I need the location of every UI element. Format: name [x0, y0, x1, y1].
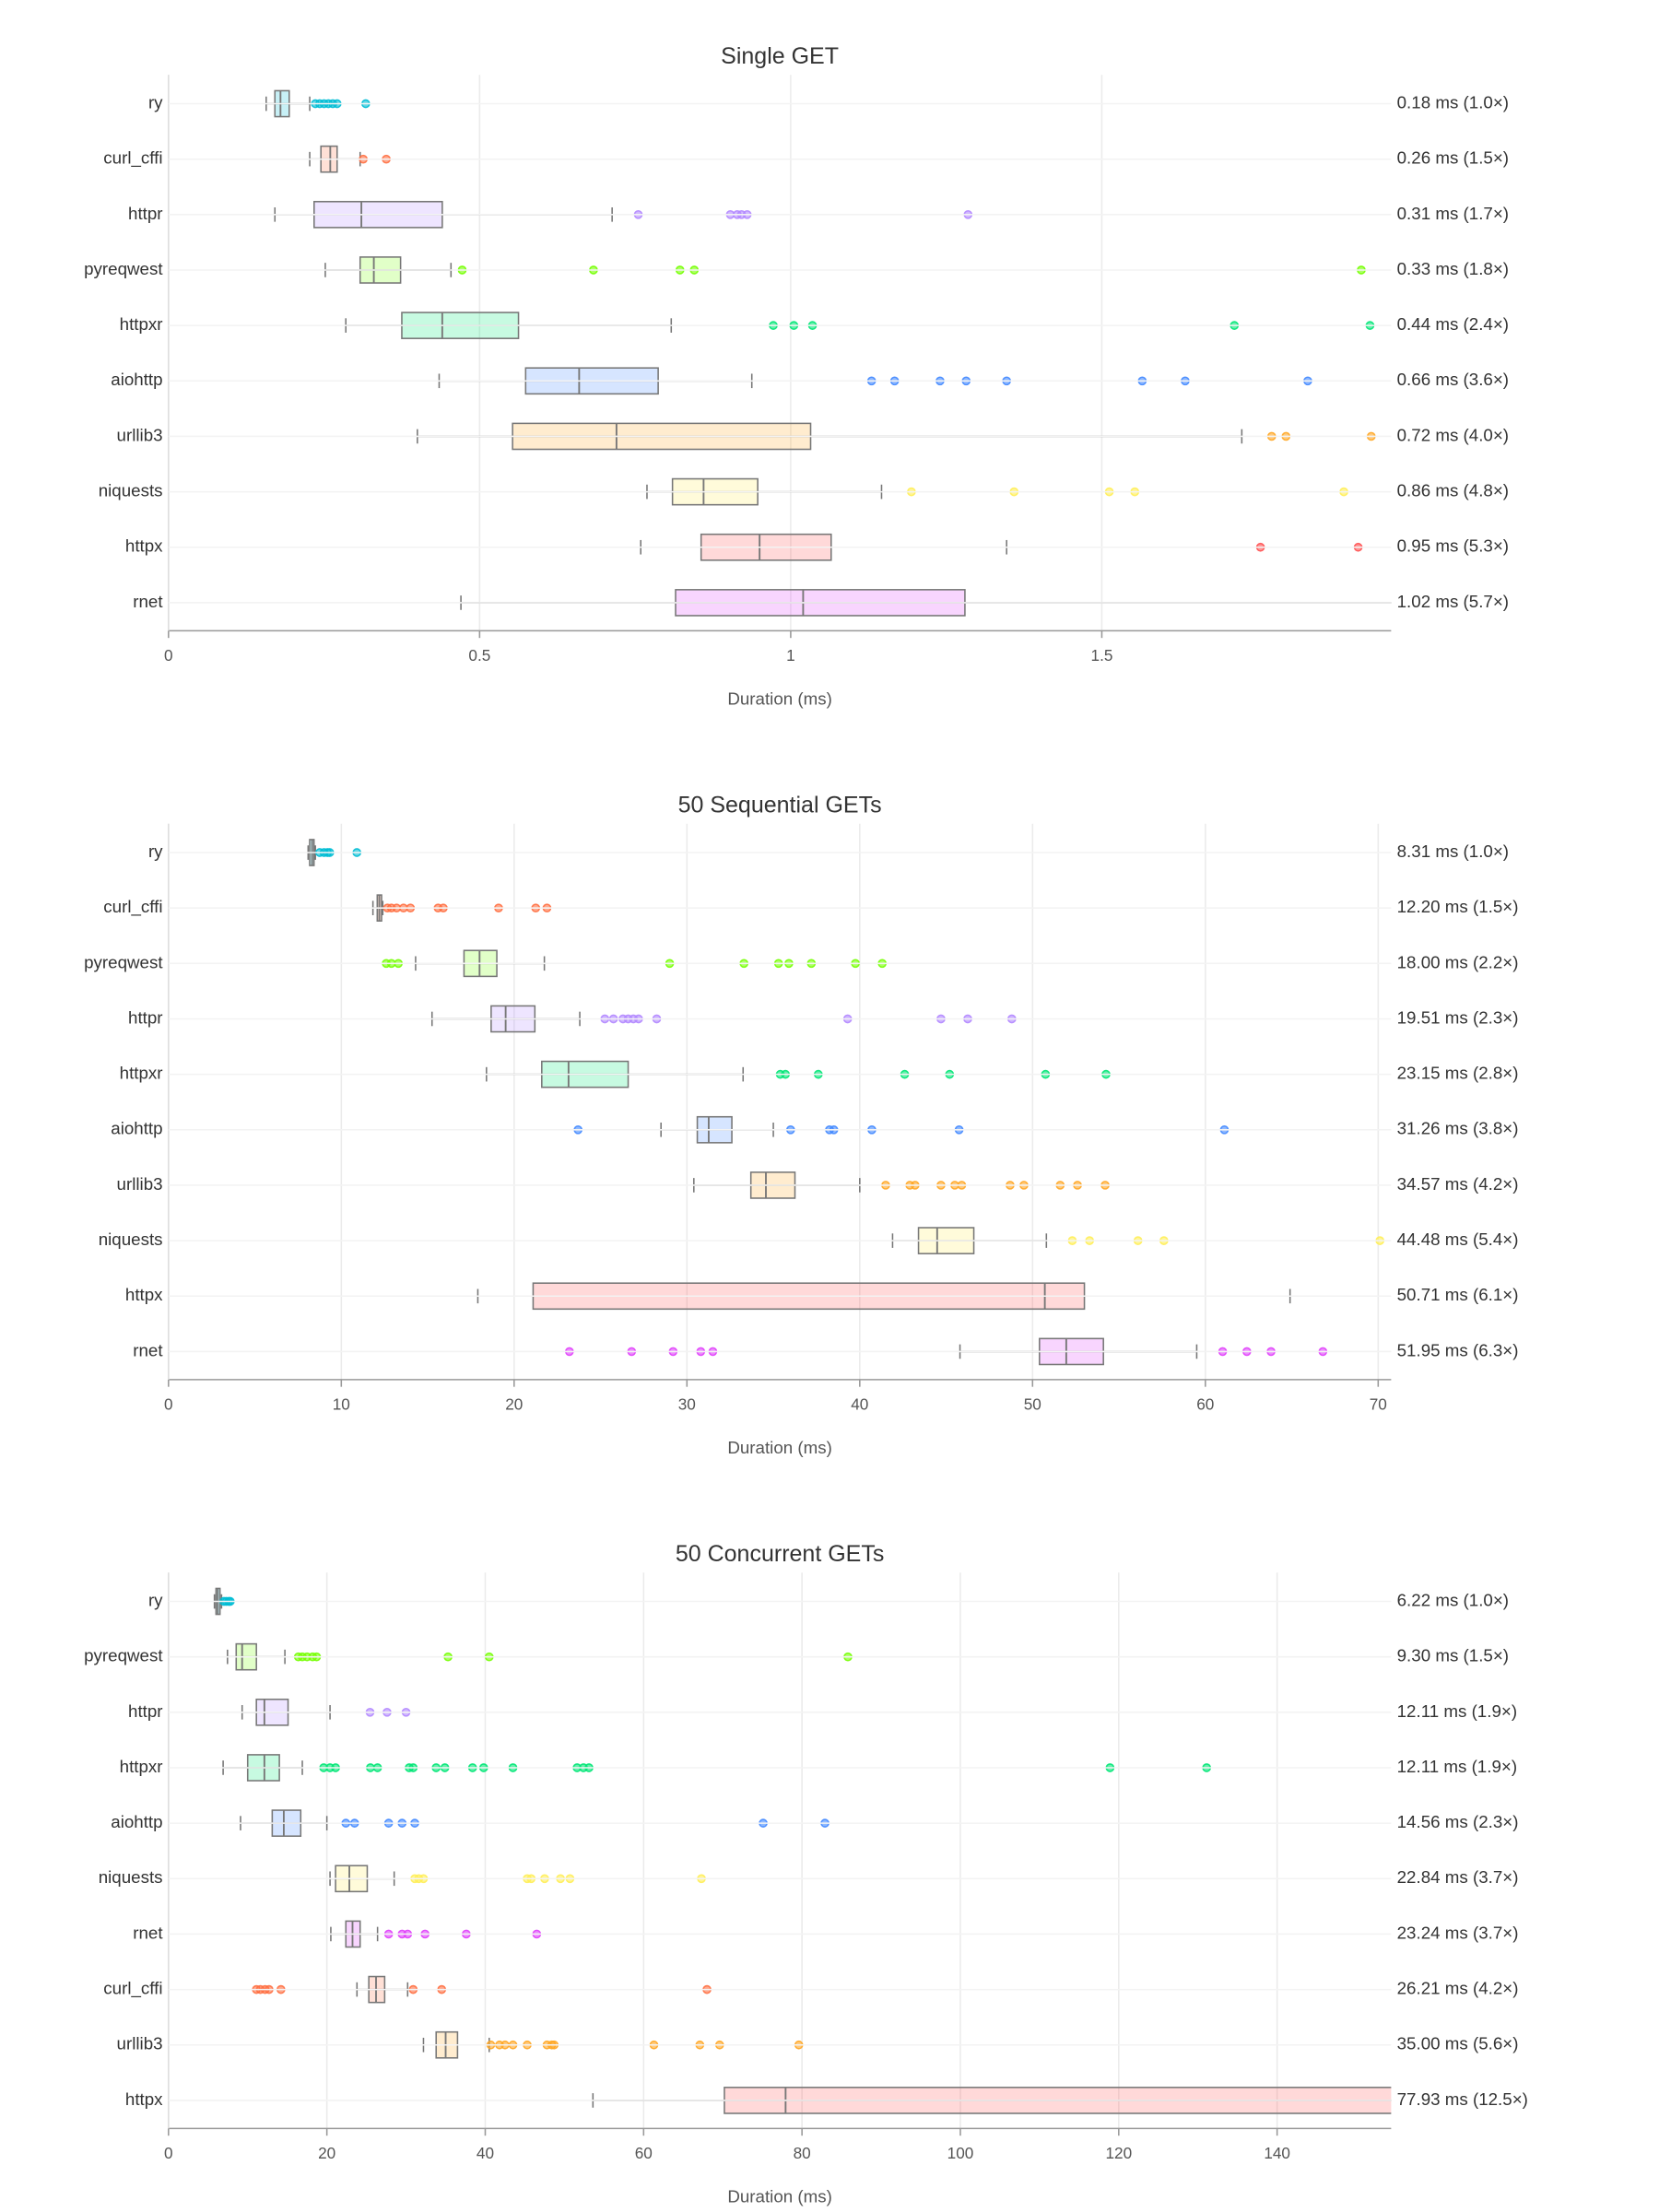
y-tick-label: pyreqwest — [84, 259, 163, 278]
value-label: 23.15 ms (2.8×) — [1397, 1064, 1519, 1083]
x-tick-label: 60 — [1196, 1395, 1214, 1414]
y-tick-label: httpx — [125, 536, 163, 556]
value-label: 12.11 ms (1.9×) — [1397, 1701, 1517, 1721]
value-label: 0.95 ms (5.3×) — [1397, 536, 1509, 556]
x-tick-label: 20 — [505, 1395, 523, 1414]
y-tick-label: urllib3 — [117, 425, 163, 444]
value-label: 18.00 ms (2.2×) — [1397, 952, 1519, 971]
value-label: 0.26 ms (1.5×) — [1397, 148, 1509, 168]
chart-title: 50 Concurrent GETs — [676, 1541, 885, 1567]
chart-title: Single GET — [721, 43, 839, 69]
y-tick-label: httpr — [128, 1701, 163, 1721]
y-tick-label: pyreqwest — [84, 1646, 163, 1665]
value-label: 23.24 ms (3.7×) — [1397, 1923, 1519, 1942]
x-tick-label: 10 — [333, 1395, 350, 1414]
value-label: 51.95 ms (6.3×) — [1397, 1340, 1519, 1359]
value-label: 0.33 ms (1.8×) — [1397, 259, 1509, 278]
y-tick-label: curl_cffi — [103, 897, 162, 917]
value-label: 26.21 ms (4.2×) — [1397, 1979, 1519, 1998]
value-label: 12.11 ms (1.9×) — [1397, 1757, 1517, 1776]
y-tick-label: httpr — [128, 1007, 163, 1027]
y-tick-label: niquests — [99, 1867, 163, 1887]
x-tick-label: 30 — [678, 1395, 696, 1414]
value-label: 77.93 ms (12.5×) — [1397, 2089, 1528, 2109]
x-tick-label: 60 — [635, 2144, 653, 2162]
y-tick-label: ry — [148, 841, 163, 861]
plot-area — [265, 89, 1392, 617]
y-tick-label: rnet — [133, 1340, 163, 1359]
value-label: 50.71 ms (6.1×) — [1397, 1285, 1519, 1304]
value-label: 0.72 ms (4.0×) — [1397, 425, 1509, 444]
y-tick-label: httpx — [125, 2089, 163, 2109]
x-tick-label: 70 — [1370, 1395, 1387, 1414]
chart-panel: 50 Sequential GETs 0 10 20 30 40 50 60 70 Duratio… — [84, 793, 1518, 1457]
value-label: 19.51 ms (2.3×) — [1397, 1007, 1519, 1027]
value-label: 6.22 ms (1.0×) — [1397, 1590, 1509, 1609]
chart-panel: 50 Concurrent GETs 0 20 40 60 80 100 120 140 Dura… — [84, 1541, 1528, 2206]
x-tick-label: 0 — [164, 646, 173, 665]
x-tick-label: 120 — [1105, 2144, 1132, 2162]
value-label: 22.84 ms (3.7×) — [1397, 1867, 1519, 1887]
value-label: 9.30 ms (1.5×) — [1397, 1646, 1509, 1665]
y-tick-label: urllib3 — [117, 2034, 163, 2053]
x-tick-label: 1 — [786, 646, 795, 665]
value-label: 12.20 ms (1.5×) — [1397, 897, 1519, 916]
value-label: 0.86 ms (4.8×) — [1397, 481, 1509, 500]
x-axis-label: Duration (ms) — [727, 688, 832, 708]
x-tick-label: 20 — [318, 2144, 335, 2162]
y-tick-label: httpr — [128, 204, 163, 223]
chart-panel: Single GET 0 0.5 1 1.5 Duration (ms) ry 0.18 ms… — [84, 43, 1509, 708]
y-tick-label: curl_cffi — [103, 148, 162, 169]
x-tick-label: 0 — [164, 1395, 173, 1414]
value-label: 35.00 ms (5.6×) — [1397, 2034, 1519, 2053]
y-tick-label: httpxr — [120, 1757, 163, 1776]
x-tick-label: 40 — [477, 2144, 494, 2162]
value-label: 31.26 ms (3.8×) — [1397, 1119, 1519, 1138]
y-tick-label: rnet — [133, 592, 163, 611]
x-axis-label: Duration (ms) — [727, 2186, 832, 2206]
plot-area — [307, 839, 1385, 1366]
y-tick-label: httpxr — [120, 1064, 163, 1083]
y-tick-label: httpxr — [120, 314, 163, 334]
y-tick-label: pyreqwest — [84, 952, 163, 971]
value-label: 34.57 ms (4.2×) — [1397, 1174, 1519, 1194]
y-tick-label: ry — [148, 1590, 163, 1609]
y-tick-label: aiohttp — [111, 1812, 162, 1831]
y-tick-label: aiohttp — [111, 370, 162, 389]
value-label: 0.31 ms (1.7×) — [1397, 204, 1509, 223]
value-label: 0.66 ms (3.6×) — [1397, 370, 1509, 389]
x-tick-label: 80 — [794, 2144, 811, 2162]
x-axis-label: Duration (ms) — [727, 1438, 832, 1457]
chart-title: 50 Sequential GETs — [678, 793, 882, 818]
y-tick-label: urllib3 — [117, 1174, 163, 1194]
x-tick-label: 140 — [1264, 2144, 1290, 2162]
y-tick-label: niquests — [99, 481, 163, 500]
value-label: 0.18 ms (1.0×) — [1397, 92, 1509, 112]
value-label: 0.44 ms (2.4×) — [1397, 314, 1509, 334]
x-tick-label: 100 — [947, 2144, 974, 2162]
y-tick-label: niquests — [99, 1230, 163, 1249]
y-tick-label: curl_cffi — [103, 1979, 162, 1999]
value-label: 1.02 ms (5.7×) — [1397, 592, 1509, 611]
y-tick-label: httpx — [125, 1285, 163, 1304]
x-tick-label: 1.5 — [1091, 646, 1113, 665]
value-label: 44.48 ms (5.4×) — [1397, 1230, 1519, 1249]
value-label: 8.31 ms (1.0×) — [1397, 841, 1509, 861]
x-tick-label: 0.5 — [468, 646, 490, 665]
y-tick-label: ry — [148, 92, 163, 112]
x-tick-label: 0 — [164, 2144, 173, 2162]
x-tick-label: 50 — [1024, 1395, 1041, 1414]
y-tick-label: rnet — [133, 1923, 163, 1942]
y-tick-label: aiohttp — [111, 1119, 162, 1138]
value-label: 14.56 ms (2.3×) — [1397, 1812, 1519, 1831]
x-tick-label: 40 — [851, 1395, 868, 1414]
